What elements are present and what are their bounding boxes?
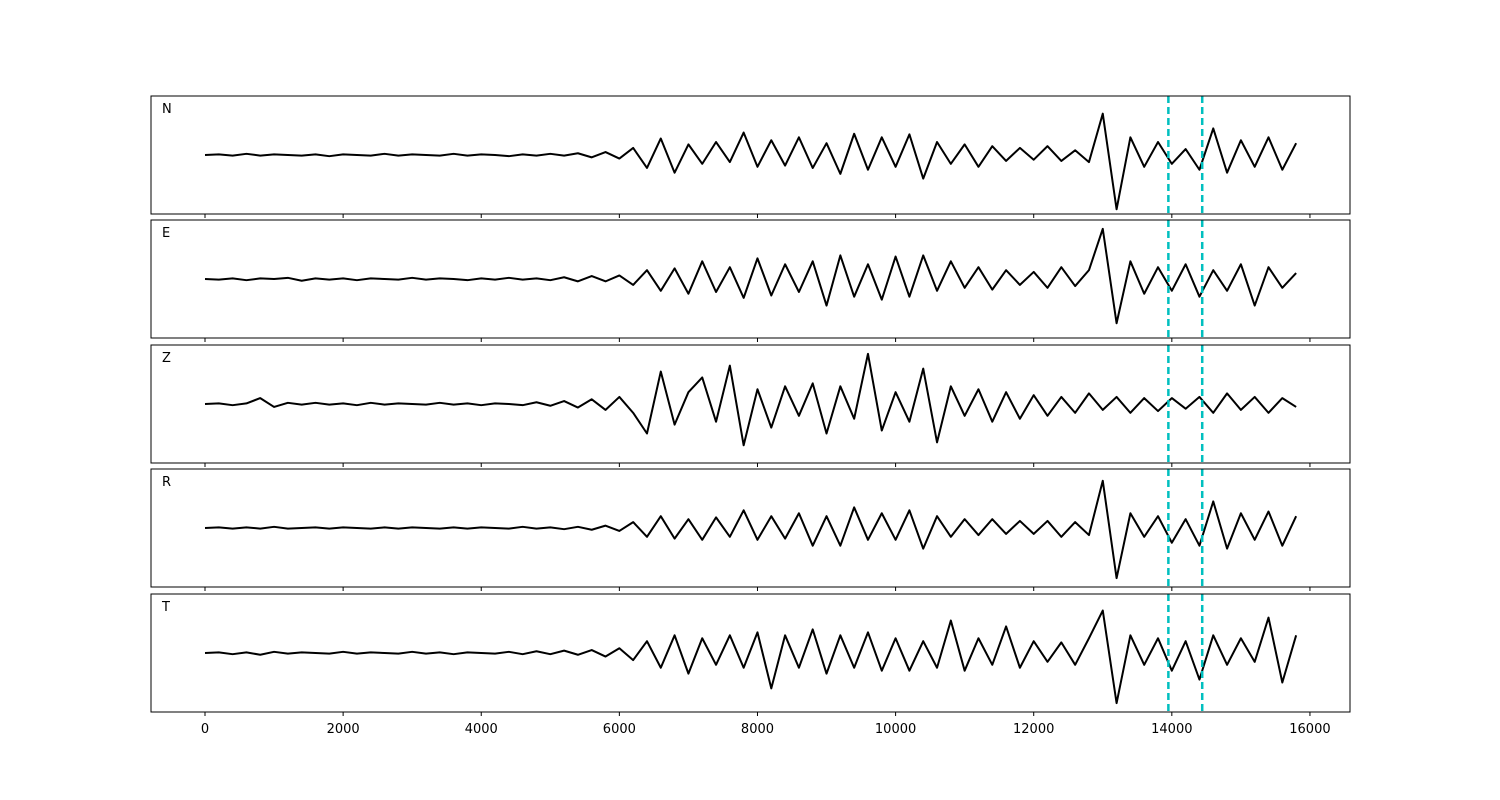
x-tick-label: 8000 (741, 722, 774, 737)
x-tick-label: 12000 (1013, 722, 1054, 737)
waveform (204, 112, 1298, 211)
x-tick-label: 0 (201, 722, 209, 737)
panel-frame (150, 593, 1351, 713)
panel-frame (150, 468, 1351, 588)
panel-label: N (162, 102, 172, 117)
x-tick-label: 6000 (603, 722, 636, 737)
waveform (204, 227, 1297, 325)
waveform (204, 479, 1298, 580)
panel-label: R (162, 475, 171, 490)
panel-label: E (162, 226, 170, 241)
waveform (204, 352, 1297, 447)
x-tick-label: 2000 (327, 722, 360, 737)
x-tick-label: 4000 (465, 722, 498, 737)
panel-frame (150, 95, 1351, 215)
x-tick-label: 14000 (1151, 722, 1192, 737)
waveform (204, 609, 1298, 705)
x-tick-label: 10000 (875, 722, 916, 737)
x-tick-label: 16000 (1289, 722, 1330, 737)
panel-frame (150, 219, 1351, 339)
panel-label: T (161, 600, 170, 615)
panel-label: Z (162, 351, 171, 366)
panel-frame (150, 344, 1351, 464)
